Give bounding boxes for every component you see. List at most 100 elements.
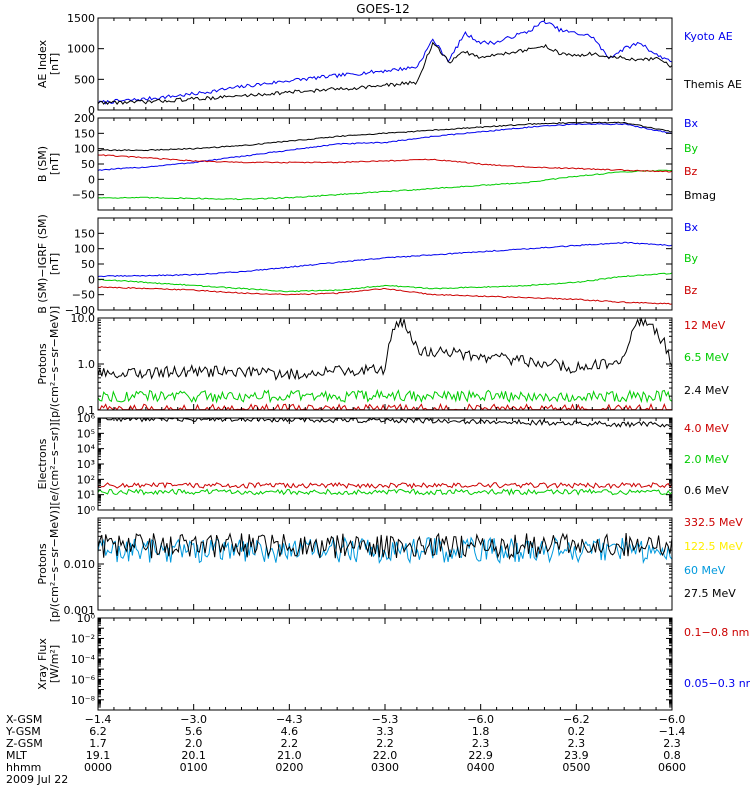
ytick-label: 500 [74,73,95,86]
eph-value: 0500 [562,761,590,774]
series-line-electrons-2-0-mev [98,488,672,496]
eph-row-label: Y-GSM [5,725,41,738]
ylabel-line: Protons [36,343,49,384]
eph-date: 2009 Jul 22 [6,773,68,786]
ylabel-line: [p/(cm²−s−sr−MeV)] [48,506,61,622]
ytick-label: 200 [74,112,95,125]
ytick-label: 10⁻⁸ [71,694,96,707]
series-line-bsm-bz [98,154,672,173]
ytick-label: 10³ [77,458,95,471]
ytick-label: 0 [88,273,95,286]
series-line-electrons-4-0-mev [98,481,672,490]
eph-value: 0.8 [663,749,681,762]
legend-label: 6.5 MeV [684,351,729,364]
legend-label: 60 MeV [684,564,726,577]
ephemeris-table: X-GSM −1.4 −3.0 −4.3 −5.3 −6.0 −6.2 −6.0 Y-GSM 6.… [5,713,686,786]
ylabel-line: [e/(cm²−s−sr)] [48,422,61,505]
eph-value: 2.3 [663,737,681,750]
eph-value: 5.6 [185,725,203,738]
ytick-label: 1000 [67,43,95,56]
panel-xray: 10⁻⁸ 10⁻⁶ 10⁻⁴ 10⁻² 10⁰ Xray Flux [W/m²] 0.1−0.… [36,612,750,711]
ytick-label: 10⁶ [77,412,96,425]
ytick-label: −100 [65,304,95,317]
eph-value: 2.0 [185,737,203,750]
legend-label: By [684,252,699,265]
ytick-label: 0 [88,104,95,117]
ylabel-line: Xray Flux [36,638,49,690]
ytick-label: 10⁴ [77,443,96,456]
eph-value: 0000 [84,761,112,774]
panel-ae-series [98,20,672,106]
legend-label: 332.5 MeV [684,516,743,529]
panel-ae: 0 500 1000 1500 AE Index [nT] Kyoto AE Themis A… [36,12,742,117]
legend-label: 2.4 MeV [684,384,729,397]
legend-label: Bz [684,284,698,297]
eph-value: −3.0 [180,713,207,726]
eph-row-label: Z-GSM [6,737,43,750]
legend-label: 4.0 MeV [684,422,729,435]
eph-value: 0600 [658,761,686,774]
eph-value: 0.2 [568,725,586,738]
ytick-label: 10.0 [71,312,96,325]
ytick-label: −50 [72,289,95,302]
eph-value: 2.3 [472,737,490,750]
series-line-protons_low-6-5-mev [98,388,672,404]
ytick-label: 1500 [67,12,95,25]
legend-label: 0.6 MeV [684,484,729,497]
eph-value: 0400 [467,761,495,774]
ytick-label: 10⁻⁴ [71,653,96,666]
ytick-label: 10⁻⁶ [71,673,96,686]
ytick-label: 10⁻² [71,632,95,645]
panel-electrons: 10⁰ 10¹ 10² 10³ 10⁴ 10⁵ 10⁶ Electrons [e/(cm²−s−… [36,412,729,517]
series-line-ae-themis-ae [98,41,672,106]
legend-label: Themis AE [683,78,742,91]
legend-label: 0.1−0.8 nm [684,626,749,639]
legend-label: 0.05−0.3 nm [684,677,750,690]
eph-value: −1.4 [659,725,686,738]
ytick-label: −50 [72,189,95,202]
eph-value: −1.4 [85,713,112,726]
eph-value: 3.3 [376,725,394,738]
eph-row-label: hhmm [6,761,41,774]
panel-bdiff-series [98,241,672,305]
eph-value: 4.6 [281,725,299,738]
eph-value: 19.1 [86,749,111,762]
series-line-bdiff-bx [98,241,672,278]
panel-bdiff: −100 −50 0 50 100 150 B (SM)−IGRF (SM) [nT] Bx By… [36,214,699,317]
eph-row-label: X-GSM [6,713,42,726]
series-line-protons_low-2-4-mev [98,318,672,381]
series-line-bdiff-bz [98,286,672,305]
series-line-bdiff-by [98,272,672,293]
ytick-label: 0 [88,173,95,186]
eph-value: 1.7 [89,737,107,750]
eph-value: 0200 [275,761,303,774]
eph-value: 1.8 [472,725,490,738]
ylabel-line: [nT] [48,53,61,75]
ytick-label: 150 [74,227,95,240]
eph-value: −6.0 [659,713,686,726]
ytick-label: 10⁵ [77,427,95,440]
ylabel-line: [nT] [48,253,61,275]
eph-value: 22.9 [468,749,493,762]
eph-value: 2.2 [281,737,299,750]
series-line-protons_high-27-5-mev [98,532,672,560]
panel-protons_low: 0.1 1.0 10.0 Protons [p/(cm²−s−sr−MeV)] 12 Me… [36,306,729,422]
ytick-label: 0.1 [78,404,96,417]
legend-label: 2.0 MeV [684,453,729,466]
legend-label: Bx [684,117,699,130]
eph-value: 21.0 [277,749,302,762]
ytick-label: 10¹ [77,489,95,502]
legend-label: Bz [684,165,698,178]
ytick-label: 0.010 [64,558,96,571]
ytick-label: 150 [74,127,95,140]
eph-value: 22.0 [373,749,398,762]
legend-label: Bx [684,221,699,234]
eph-value: −4.3 [276,713,303,726]
ylabel-line: [W/m²] [48,645,61,683]
panel-bsm: −50 0 50 100 150 200 B (SM) [nT] Bx By Bz Bmag [36,112,716,211]
series-line-ae-kyoto-ae [98,20,672,105]
legend-label: Bmag [684,189,716,202]
ytick-label: 1.0 [78,358,96,371]
